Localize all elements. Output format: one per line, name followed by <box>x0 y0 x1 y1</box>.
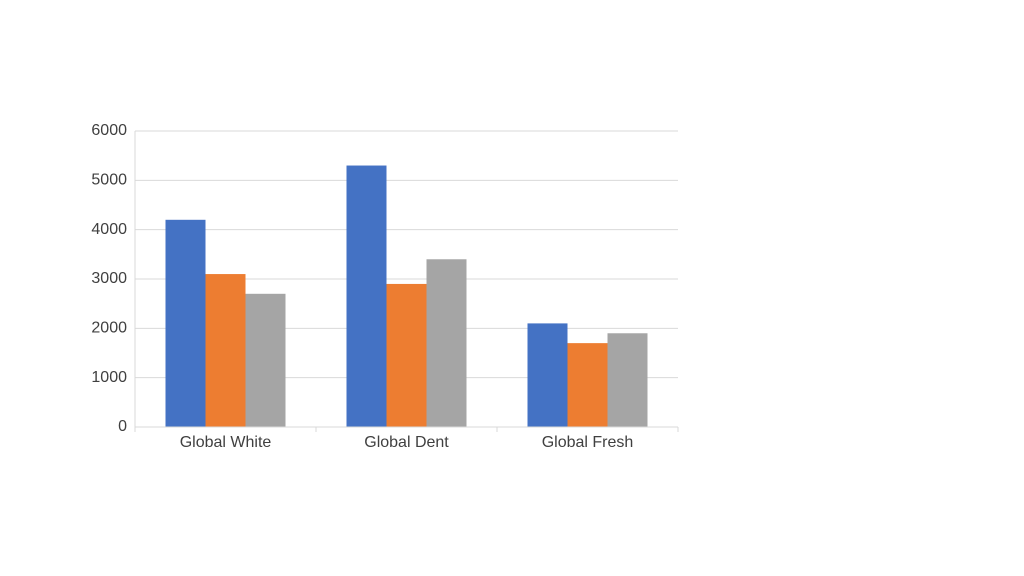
bar <box>426 259 467 427</box>
y-tick-label: 4000 <box>91 221 127 238</box>
bar <box>386 283 427 427</box>
x-tick-label: Global White <box>180 434 272 451</box>
y-tick-label: 1000 <box>91 369 127 386</box>
bar <box>527 323 568 427</box>
x-tick-label: Global Fresh <box>542 434 634 451</box>
bar <box>567 343 608 427</box>
y-tick-label: 0 <box>118 418 127 435</box>
y-tick-label: 5000 <box>91 172 127 189</box>
bar <box>607 333 648 427</box>
y-tick-label: 2000 <box>91 320 127 337</box>
bar <box>205 274 246 427</box>
bar <box>346 165 387 428</box>
bar <box>245 293 286 427</box>
y-tick-label: 3000 <box>91 270 127 287</box>
x-tick-label: Global Dent <box>364 434 449 451</box>
bar <box>165 219 206 427</box>
y-tick-label: 6000 <box>91 122 127 139</box>
